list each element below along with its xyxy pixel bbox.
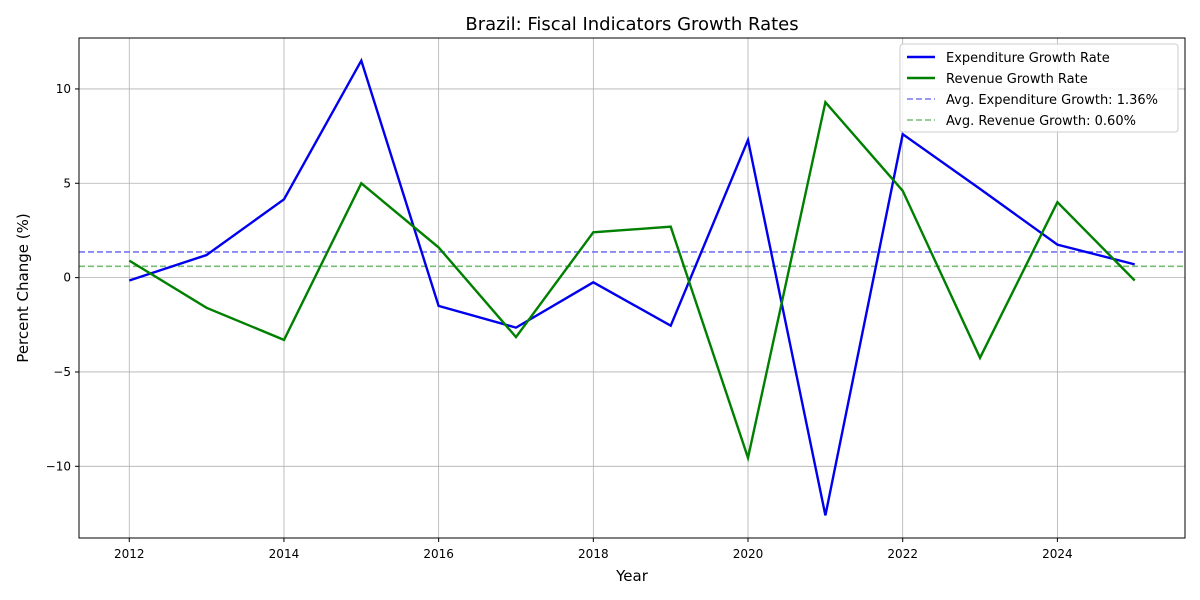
chart-title: Brazil: Fiscal Indicators Growth Rates (465, 14, 798, 35)
legend-label: Expenditure Growth Rate (946, 51, 1110, 66)
x-tick-label: 2020 (733, 547, 764, 561)
x-axis-ticks: 2012 2014 2016 2018 2020 2022 2024 (114, 538, 1073, 561)
legend-label: Avg. Expenditure Growth: 1.36% (946, 93, 1158, 108)
y-tick-label: −10 (46, 459, 71, 473)
legend: Expenditure Growth Rate Revenue Growth Ra… (899, 43, 1179, 133)
y-tick-label: 5 (63, 176, 71, 190)
x-tick-label: 2016 (423, 547, 454, 561)
reference-lines (79, 251, 1185, 268)
x-tick-label: 2014 (269, 547, 300, 561)
x-tick-label: 2024 (1042, 547, 1073, 561)
x-tick-label: 2022 (887, 547, 918, 561)
y-tick-label: 10 (56, 82, 71, 96)
series-line (128, 99, 1136, 463)
y-axis-ticks: −10 −5 0 5 10 (46, 82, 79, 473)
legend-label: Avg. Revenue Growth: 0.60% (946, 114, 1136, 129)
y-tick-label: 0 (63, 271, 71, 285)
series-line (128, 57, 1135, 516)
x-axis-label: Year (615, 567, 649, 585)
series-lines (128, 57, 1136, 516)
plot-frame (78, 37, 1186, 539)
legend-label: Revenue Growth Rate (946, 72, 1088, 87)
y-tick-label: −5 (53, 365, 71, 379)
x-tick-label: 2018 (578, 547, 609, 561)
y-axis-label: Percent Change (%) (14, 213, 32, 362)
legend-box (899, 43, 1179, 133)
x-tick-label: 2012 (114, 547, 145, 561)
